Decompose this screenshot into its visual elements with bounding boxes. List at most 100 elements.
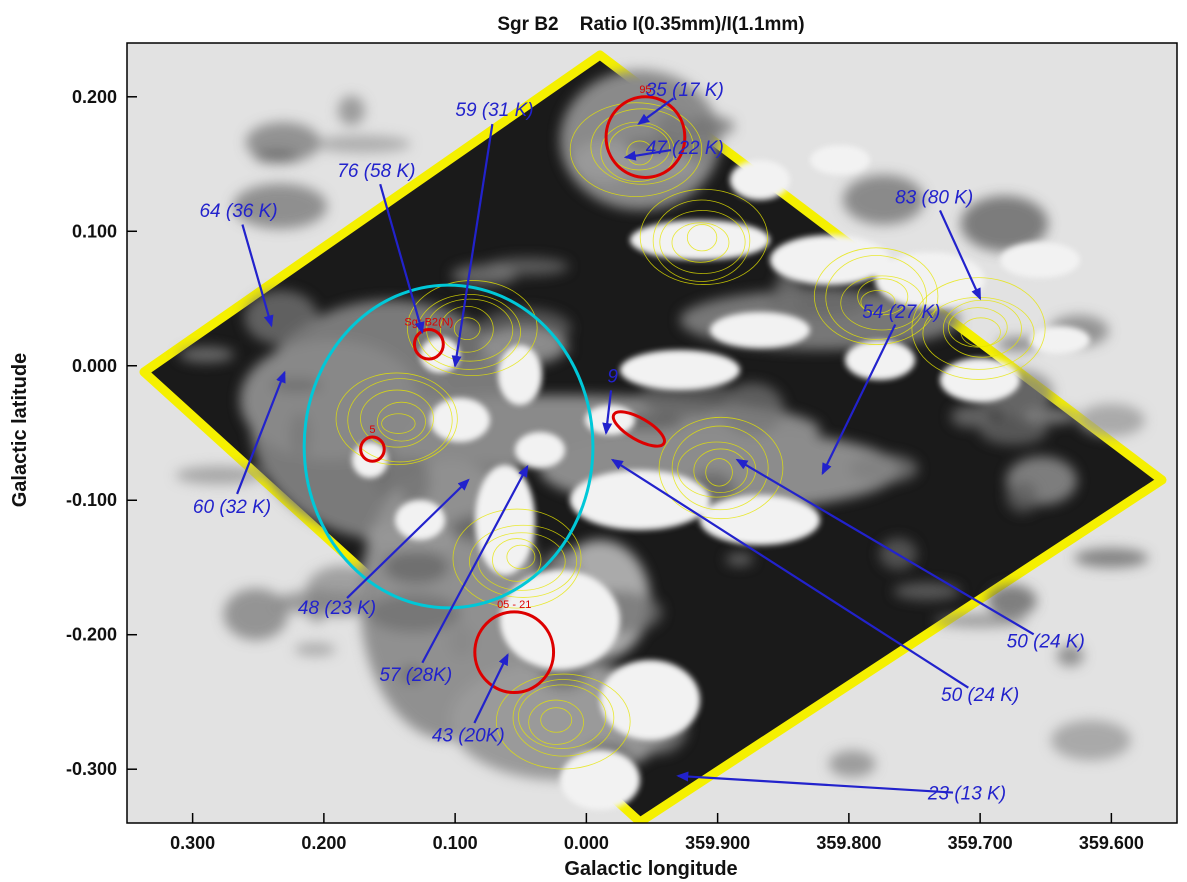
annotation-label: 50 (24 K) — [941, 685, 1019, 706]
chart-title: Sgr B2 Ratio I(0.35mm)/I(1.1mm) — [497, 14, 804, 35]
red-marker — [473, 610, 556, 695]
x-tick-label: 0.200 — [301, 833, 346, 853]
annotation-arrow — [821, 324, 897, 476]
annotation-arrow — [938, 209, 982, 301]
contour-ring — [453, 317, 481, 341]
annotation-label: 50 (24 K) — [1007, 631, 1085, 652]
saturated-regions — [352, 145, 1090, 810]
bright-patch — [570, 470, 710, 530]
y-tick-label: 0.200 — [72, 87, 117, 107]
gray-blob — [572, 140, 638, 182]
gray-blob — [233, 183, 328, 229]
gray-blob — [893, 582, 961, 601]
contour-ring — [452, 508, 582, 609]
annotation-arrow — [421, 464, 529, 664]
gray-blob — [680, 129, 714, 163]
gray-blob — [960, 195, 1049, 252]
bright-patch — [430, 398, 490, 442]
gray-blob — [254, 149, 299, 164]
annotation-arrow — [735, 458, 1035, 636]
gray-blob — [407, 376, 454, 390]
gray-blob — [842, 174, 925, 225]
annotation-arrow — [451, 123, 494, 368]
contour-ring — [569, 102, 703, 197]
gray-blob — [451, 264, 517, 286]
contour-ring — [813, 247, 939, 345]
annotation-arrow — [676, 771, 954, 794]
red-marker-label: 95 — [639, 84, 651, 96]
annotation-label: 76 (58 K) — [337, 161, 415, 182]
x-axis-ticks: 0.300 0.200 0.100 0.000 359.900 359.800 359.70… — [170, 813, 1144, 853]
contour-ring — [347, 378, 453, 463]
x-tick-label: 359.900 — [685, 833, 750, 853]
red-marker — [412, 327, 445, 361]
gray-blob — [632, 148, 700, 179]
contour-ring — [517, 684, 607, 749]
gray-blob — [178, 346, 235, 363]
plot-frame — [126, 42, 1178, 824]
annotation-arrow — [473, 653, 509, 724]
bright-patch — [940, 358, 1020, 402]
y-tick-label: -0.300 — [66, 759, 117, 779]
annotation-label: 54 (27 K) — [862, 302, 940, 323]
contour-ring — [857, 278, 909, 316]
contour-ring — [942, 299, 1022, 358]
y-tick-label: 0.100 — [72, 221, 117, 241]
contour-ring — [608, 125, 670, 171]
gray-blob — [987, 584, 1037, 618]
gray-blob — [828, 750, 876, 778]
bright-patch — [875, 252, 985, 308]
x-tick-label: 0.300 — [170, 833, 215, 853]
x-tick-label: 359.600 — [1079, 833, 1144, 853]
annotation-arrow — [379, 183, 425, 335]
bright-patch — [620, 350, 740, 390]
gray-blob — [223, 588, 288, 641]
gray-blob — [1074, 548, 1149, 568]
contour-ring — [406, 280, 538, 377]
x-tick-label: 0.000 — [564, 833, 609, 853]
gray-blob — [1050, 720, 1131, 761]
red-marker — [359, 435, 386, 463]
bright-patch — [498, 345, 542, 405]
gray-blob — [933, 614, 1028, 628]
contour-ring — [360, 389, 434, 448]
annotation-label: 83 (80 K) — [895, 188, 973, 209]
y-tick-label: -0.100 — [66, 490, 117, 510]
annotation-label: 35 (17 K) — [646, 80, 724, 101]
gray-blob — [448, 624, 475, 659]
annotation-label: 43 (20K) — [432, 726, 505, 747]
contour-ring — [693, 448, 748, 493]
annotation-arrow — [637, 97, 675, 125]
gray-blob — [1056, 645, 1084, 667]
gray-blob — [313, 135, 411, 153]
contour-ring — [540, 707, 573, 733]
contour-ring — [512, 679, 615, 757]
bright-patch — [700, 495, 820, 545]
annotation-label: 9 — [607, 367, 618, 388]
annotation-arrow — [610, 458, 969, 689]
annotation-label: 23 (13 K) — [927, 783, 1006, 804]
gray-blob — [337, 95, 365, 126]
contour-ring — [381, 413, 416, 434]
annotation-label: 60 (32 K) — [193, 497, 271, 518]
gray-blob — [1077, 403, 1145, 437]
bright-patch — [515, 432, 565, 468]
annotation-arrow — [346, 478, 470, 599]
bright-patch — [845, 340, 915, 380]
gray-blob — [725, 553, 754, 566]
gray-blob — [383, 550, 449, 584]
red-marker-label: 5 — [369, 424, 375, 436]
gray-blob — [367, 593, 461, 633]
x-tick-label: 0.100 — [433, 833, 478, 853]
contour-ring — [825, 255, 927, 340]
contour-ring — [639, 188, 769, 285]
gray-blob — [175, 466, 264, 485]
contour-ring — [492, 538, 542, 582]
ratio-image — [139, 50, 1167, 823]
contour-ring — [506, 544, 536, 570]
gray-blob — [849, 454, 919, 484]
annotation-arrow — [236, 370, 286, 495]
y-tick-label: -0.200 — [66, 625, 117, 645]
y-axis-label: Galactic latitude — [9, 353, 31, 508]
